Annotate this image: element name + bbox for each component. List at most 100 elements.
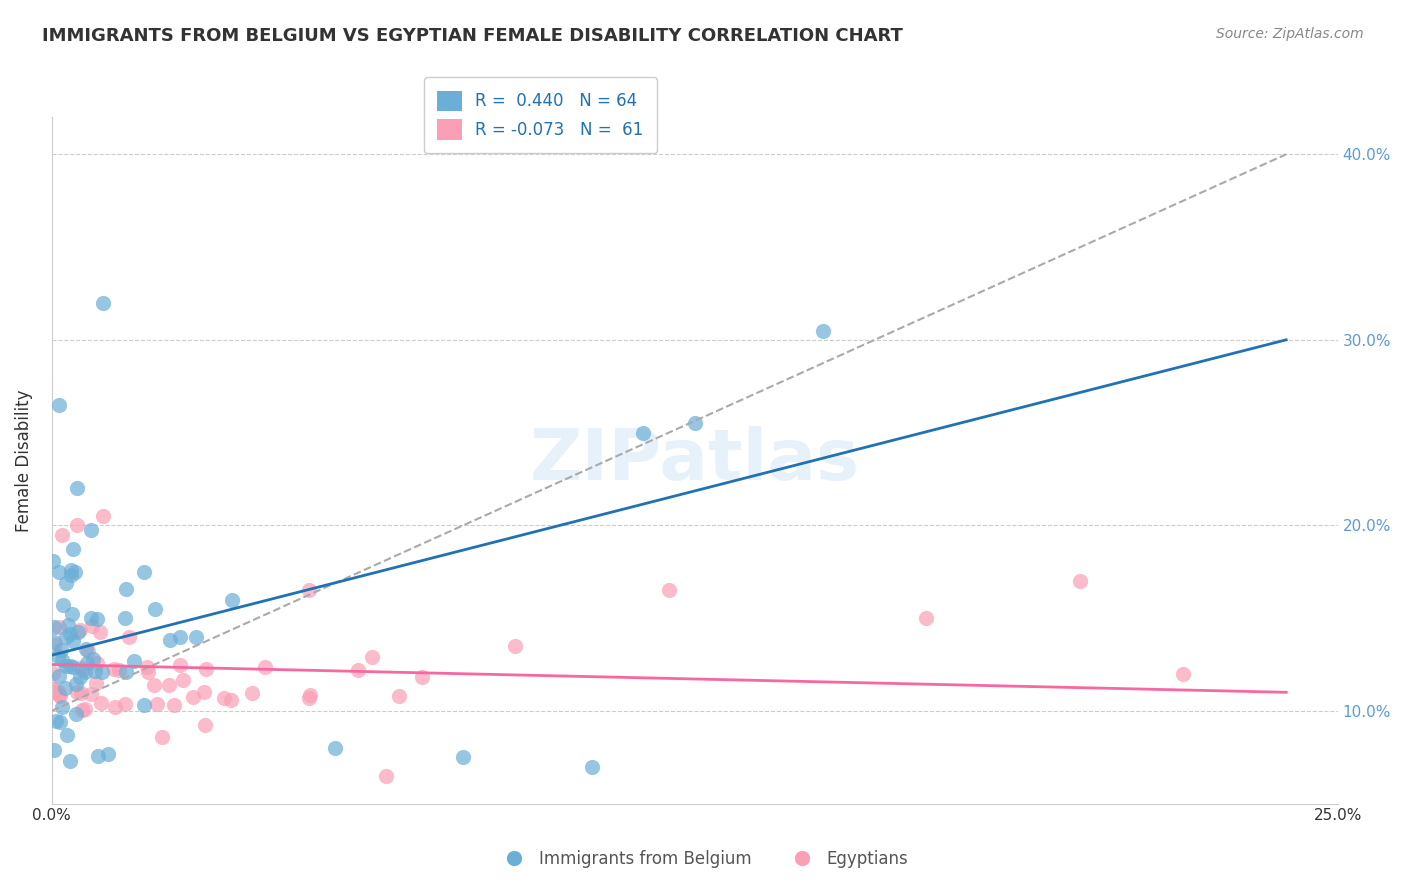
Point — [77, 644, 100, 658]
Point — [184, 630, 207, 644]
Point — [253, 660, 276, 674]
Point — [298, 688, 321, 702]
Point — [86, 612, 108, 626]
Point — [97, 747, 120, 761]
Text: IMMIGRANTS FROM BELGIUM VS EGYPTIAN FEMALE DISABILITY CORRELATION CHART: IMMIGRANTS FROM BELGIUM VS EGYPTIAN FEMA… — [42, 27, 903, 45]
Point — [114, 665, 136, 679]
Point — [66, 481, 89, 495]
Point — [55, 576, 77, 591]
Point — [194, 718, 217, 732]
Point — [87, 748, 110, 763]
Point — [48, 620, 70, 634]
Point — [69, 661, 91, 675]
Point — [63, 565, 86, 579]
Point — [157, 678, 180, 692]
Point — [104, 699, 127, 714]
Point — [52, 599, 75, 613]
Point — [51, 699, 73, 714]
Point — [55, 728, 77, 742]
Point — [90, 696, 112, 710]
Point — [53, 681, 76, 695]
Point — [69, 624, 91, 638]
Point — [60, 607, 83, 622]
Y-axis label: Female Disability: Female Disability — [15, 389, 32, 532]
Point — [51, 527, 73, 541]
Point — [915, 611, 938, 625]
Point — [65, 677, 87, 691]
Point — [70, 663, 93, 677]
Point — [66, 518, 89, 533]
Point — [388, 689, 411, 703]
Point — [70, 686, 93, 700]
Point — [70, 703, 93, 717]
Point — [91, 295, 114, 310]
Point — [89, 624, 111, 639]
Point — [1069, 574, 1091, 588]
Point — [44, 685, 66, 699]
Point — [60, 568, 83, 582]
Point — [80, 523, 103, 537]
Point — [813, 324, 835, 338]
Point — [41, 682, 63, 697]
Point — [76, 656, 98, 670]
Point — [136, 660, 159, 674]
Point — [42, 635, 65, 649]
Point — [347, 664, 370, 678]
Point — [181, 690, 204, 705]
Point — [82, 652, 104, 666]
Point — [138, 665, 160, 679]
Point — [82, 619, 104, 633]
Point — [58, 627, 80, 641]
Point — [633, 425, 655, 440]
Point — [80, 687, 103, 701]
Point — [46, 648, 69, 663]
Point — [48, 398, 70, 412]
Point — [298, 690, 321, 705]
Point — [59, 659, 82, 673]
Point — [503, 639, 526, 653]
Point — [75, 642, 97, 657]
Point — [55, 659, 77, 673]
Point — [41, 666, 63, 681]
Point — [115, 582, 138, 596]
Point — [375, 769, 398, 783]
Point — [114, 697, 136, 711]
Point — [298, 583, 321, 598]
Point — [221, 592, 243, 607]
Point — [42, 620, 65, 634]
Point — [62, 660, 84, 674]
Point — [65, 706, 87, 721]
Point — [83, 664, 105, 678]
Point — [193, 685, 215, 699]
Point — [1173, 666, 1195, 681]
Point — [212, 690, 235, 705]
Point — [41, 553, 63, 567]
Legend: R =  0.440   N = 64, R = -0.073   N =  61: R = 0.440 N = 64, R = -0.073 N = 61 — [423, 78, 657, 153]
Point — [45, 714, 67, 728]
Point — [59, 563, 82, 577]
Legend: Immigrants from Belgium, Egyptians: Immigrants from Belgium, Egyptians — [491, 844, 915, 875]
Point — [124, 654, 146, 668]
Point — [48, 688, 70, 702]
Point — [80, 611, 103, 625]
Point — [143, 602, 166, 616]
Point — [108, 664, 131, 678]
Point — [44, 639, 66, 653]
Text: ZIPatlas: ZIPatlas — [530, 425, 859, 495]
Point — [59, 754, 82, 768]
Point — [163, 698, 186, 712]
Point — [49, 714, 72, 729]
Point — [411, 670, 433, 684]
Point — [56, 617, 79, 632]
Point — [150, 730, 173, 744]
Point — [195, 662, 218, 676]
Point — [66, 625, 89, 640]
Point — [46, 685, 69, 699]
Point — [114, 610, 136, 624]
Point — [219, 693, 242, 707]
Point — [134, 565, 156, 579]
Point — [658, 583, 681, 598]
Point — [48, 565, 70, 579]
Point — [69, 669, 91, 683]
Point — [91, 665, 114, 680]
